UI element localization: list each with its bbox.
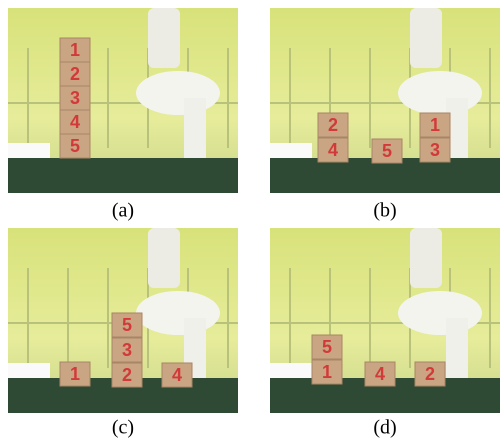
robot-body — [398, 71, 482, 115]
robot-body — [136, 291, 220, 335]
robot-body — [136, 71, 220, 115]
block-label: 5 — [322, 337, 332, 357]
block-label: 5 — [122, 315, 132, 335]
block-label: 4 — [172, 365, 182, 385]
block-label: 3 — [430, 140, 440, 160]
robot-arm — [410, 228, 442, 288]
robot-arm — [148, 8, 180, 68]
block-label: 2 — [122, 365, 132, 385]
block-label: 1 — [322, 362, 332, 382]
robot-arm — [148, 228, 180, 288]
block-label: 3 — [122, 340, 132, 360]
block-label: 5 — [70, 136, 80, 156]
photo: 5 1 4 2 — [270, 228, 500, 413]
robot-body — [398, 291, 482, 335]
block-label: 2 — [70, 64, 80, 84]
block-label: 2 — [328, 115, 338, 135]
caption: (d) — [373, 417, 396, 439]
figure: 1 2 3 4 5 (a) 2 4 5 1 3 (b) 1 5 3 2 4 (c) 5 1 4 2 (d) — [0, 0, 504, 439]
table — [8, 158, 238, 193]
robot-column — [184, 98, 206, 158]
caption: (c) — [112, 417, 134, 439]
caption: (b) — [373, 200, 396, 222]
block-label: 2 — [425, 364, 435, 384]
block-label: 5 — [382, 141, 392, 161]
block-label: 4 — [70, 112, 80, 132]
photo: 1 2 3 4 5 — [8, 8, 238, 193]
block-label: 1 — [70, 364, 80, 384]
robot-column — [446, 318, 468, 378]
robot-arm — [410, 8, 442, 68]
block-label: 3 — [70, 88, 80, 108]
caption: (a) — [112, 200, 134, 222]
block-label: 1 — [430, 115, 440, 135]
block-label: 4 — [375, 364, 385, 384]
photo: 2 4 5 1 3 — [270, 8, 500, 193]
block-label: 1 — [70, 40, 80, 60]
block-label: 4 — [328, 140, 338, 160]
photo: 1 5 3 2 4 — [8, 228, 238, 413]
